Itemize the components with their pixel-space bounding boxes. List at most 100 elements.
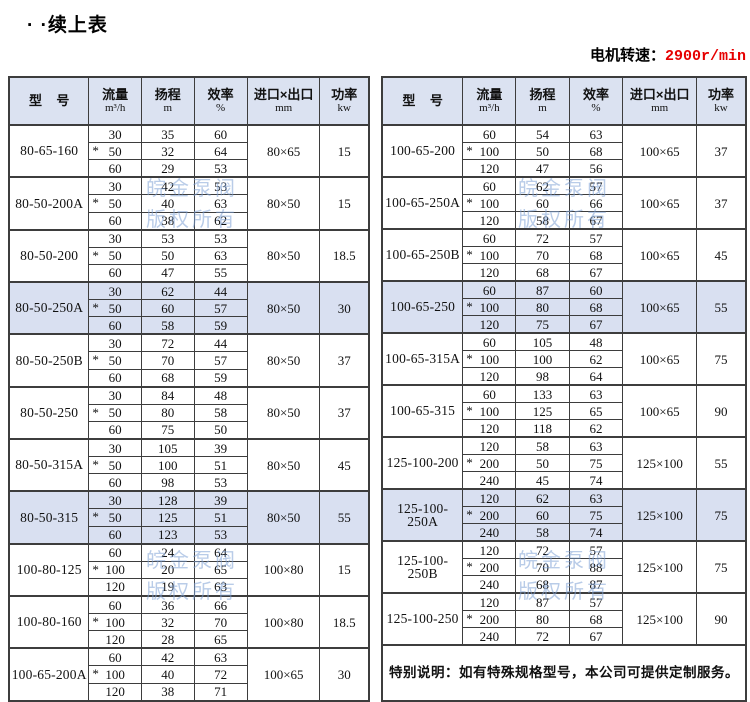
ports-cell: 125×100 <box>622 436 697 490</box>
ports-cell: 80×50 <box>246 333 321 388</box>
col-header-model: 型 号 <box>8 76 90 126</box>
efficiency-cell: 67 <box>568 263 624 282</box>
table-row: 100-65-315 60 133 63 100×65 90 <box>381 384 747 438</box>
table-row: 240 68 87 <box>382 575 746 594</box>
efficiency-cell: 65 <box>568 402 624 420</box>
flow-cell: 60 <box>462 228 517 247</box>
table-header: 型 号 流量 m³/h 扬程 m 效率% 进口×出口 mm 功率 kw <box>381 76 747 126</box>
flow-cell: 240 <box>462 471 517 490</box>
head-cell: 118 <box>515 419 570 438</box>
rated-point-asterisk: * <box>92 561 99 577</box>
flow-cell: 60 <box>462 332 517 351</box>
efficiency-cell: 68 <box>568 142 624 160</box>
head-cell: 70 <box>140 351 195 370</box>
col-header-eff-label: 效率 <box>207 87 234 103</box>
col-header-head-unit: m <box>163 102 172 115</box>
table-row: * 100 100 62 <box>382 350 746 368</box>
efficiency-cell: 67 <box>568 627 624 646</box>
table-row: 100-65-200 60 54 63 100×65 37 <box>381 124 747 178</box>
head-cell: 62 <box>515 176 570 195</box>
efficiency-cell: 57 <box>568 228 624 247</box>
efficiency-cell: 63 <box>568 124 624 143</box>
efficiency-cell: 50 <box>193 420 248 440</box>
table-row: * 50 40 63 <box>9 194 369 213</box>
head-cell: 58 <box>515 436 570 455</box>
power-cell: 55 <box>695 280 747 334</box>
efficiency-cell: 44 <box>193 333 248 353</box>
efficiency-cell: 63 <box>568 488 624 507</box>
head-cell: 54 <box>515 124 570 143</box>
flow-cell: 120 <box>88 630 142 649</box>
power-cell: 75 <box>695 540 747 594</box>
col-header-head-unit: m <box>538 102 547 115</box>
table-row: 120 68 67 <box>382 263 746 282</box>
head-cell: 60 <box>515 194 570 212</box>
flow-cell: 240 <box>462 523 517 542</box>
efficiency-cell: 63 <box>193 246 248 265</box>
head-cell: 38 <box>140 682 195 702</box>
col-header-power-unit: kw <box>714 102 728 115</box>
table-row: * 50 80 58 <box>9 403 369 422</box>
table-row: 100-65-250B 60 72 57 100×65 45 <box>381 228 747 282</box>
table-row: 80-50-200A 30 42 53 80×50 15 <box>8 176 370 231</box>
model-cell: 80-50-200 <box>8 228 90 283</box>
efficiency-cell: 53 <box>193 525 248 545</box>
flow-cell: * 100 <box>462 402 517 420</box>
head-cell: 40 <box>140 665 195 684</box>
flow-cell: * 200 <box>462 506 517 524</box>
head-cell: 72 <box>515 228 570 247</box>
col-header-flow-unit: m³/h <box>479 102 500 115</box>
head-cell: 32 <box>140 613 195 632</box>
head-cell: 98 <box>140 473 195 492</box>
head-cell: 70 <box>515 558 570 576</box>
model-cell: 100-65-250A <box>381 176 464 230</box>
head-cell: 40 <box>140 194 195 213</box>
model-cell: 100-65-250 <box>381 280 464 334</box>
model-cell: 80-50-315 <box>8 490 90 545</box>
head-cell: 38 <box>140 211 195 231</box>
table-row: 125-100-200 120 58 63 125×100 55 <box>381 436 747 490</box>
special-note-row: 特别说明：如有特殊规格型号，本公司可提供定制服务。 <box>381 644 747 702</box>
ports-cell: 125×100 <box>622 592 697 646</box>
model-cell: 100-65-250B <box>381 228 464 282</box>
power-cell: 37 <box>695 176 747 230</box>
flow-cell: * 50 <box>88 142 142 161</box>
efficiency-cell: 57 <box>193 351 248 370</box>
efficiency-cell: 63 <box>193 577 248 597</box>
head-cell: 50 <box>515 142 570 160</box>
flow-cell: 120 <box>462 159 517 178</box>
table-row: * 50 70 57 <box>9 351 369 370</box>
table-row: * 100 80 68 <box>382 298 746 316</box>
head-cell: 24 <box>140 542 195 562</box>
motor-speed-label: 电机转速： <box>589 47 665 64</box>
rated-point-asterisk: * <box>466 558 473 574</box>
efficiency-cell: 51 <box>193 456 248 475</box>
rated-point-asterisk: * <box>92 404 99 420</box>
ports-cell: 80×50 <box>246 385 321 440</box>
power-cell: 75 <box>695 332 747 386</box>
col-header-eff-unit: % <box>216 102 226 115</box>
flow-cell: * 50 <box>88 351 142 370</box>
table-row: * 200 60 75 <box>382 506 746 524</box>
ports-cell: 100×80 <box>246 542 321 597</box>
rated-point-asterisk: * <box>92 195 99 211</box>
col-header-model-label: 型 号 <box>402 92 443 108</box>
flow-cell: 60 <box>88 159 142 178</box>
motor-speed-value: 2900r/min <box>664 48 746 65</box>
flow-cell: * 50 <box>88 194 142 213</box>
efficiency-cell: 68 <box>568 246 624 264</box>
table-body-right: 100-65-200 60 54 63 100×65 37 * 100 50 68 120 47 56 1… <box>381 124 747 702</box>
table-row: 100-80-125 60 24 64 100×80 15 <box>8 542 370 597</box>
model-cell: 125-100-200 <box>381 436 464 490</box>
head-cell: 47 <box>140 263 195 283</box>
rated-point-asterisk: * <box>92 509 99 525</box>
flow-cell: * 100 <box>462 194 517 212</box>
power-cell: 45 <box>319 437 370 492</box>
efficiency-cell: 75 <box>568 506 624 524</box>
flow-cell: * 100 <box>88 665 142 684</box>
col-header-flow: 流量 m³/h <box>462 76 517 126</box>
table-body-left: 80-65-160 30 35 60 80×65 15 * 50 32 64 60 29 53 80-50… <box>8 123 370 702</box>
efficiency-cell: 71 <box>193 682 248 702</box>
rated-point-asterisk: * <box>92 300 99 316</box>
table-row: 100-65-250 60 87 60 100×65 55 <box>381 280 747 334</box>
